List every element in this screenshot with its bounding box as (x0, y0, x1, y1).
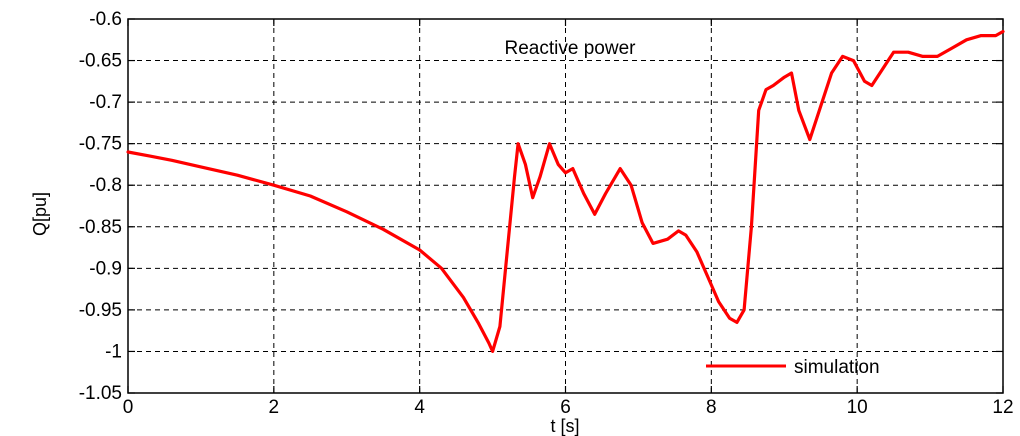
x-tick-label: 8 (706, 397, 717, 418)
x-axis-label: t [s] (550, 416, 579, 436)
y-tick-label: -0.95 (79, 300, 122, 321)
y-tick-label: -0.85 (79, 217, 122, 238)
x-tick-label: 2 (269, 397, 280, 418)
chart-annotation: Reactive power (505, 38, 637, 59)
x-tick-label: 4 (414, 397, 425, 418)
x-tick-label: 10 (847, 397, 868, 418)
y-axis-label: Q[pu] (30, 192, 50, 236)
x-tick-label: 0 (123, 397, 134, 418)
series-layer (126, 29, 1005, 353)
legend-label-simulation: simulation (794, 357, 880, 378)
y-tick-label: -1.05 (79, 383, 122, 404)
y-tick-label: -0.6 (89, 9, 122, 30)
y-tick-label: -0.9 (89, 258, 122, 279)
y-tick-label: -0.65 (79, 51, 122, 72)
y-tick-label: -1 (105, 341, 122, 362)
y-tick-label: -0.8 (89, 175, 122, 196)
y-tick-label: -0.75 (79, 134, 122, 155)
axis-ticks: 0 2 4 6 8 10 12 -0.6 -0.65 -0.7 -0.75 -0.8 -0.85 -0.9… (79, 9, 1014, 418)
legend: simulation (706, 357, 880, 378)
y-tick-label: -0.7 (89, 92, 122, 113)
x-tick-label: 6 (560, 397, 571, 418)
series-line-simulation (126, 29, 1005, 353)
x-tick-label: 12 (992, 397, 1013, 418)
